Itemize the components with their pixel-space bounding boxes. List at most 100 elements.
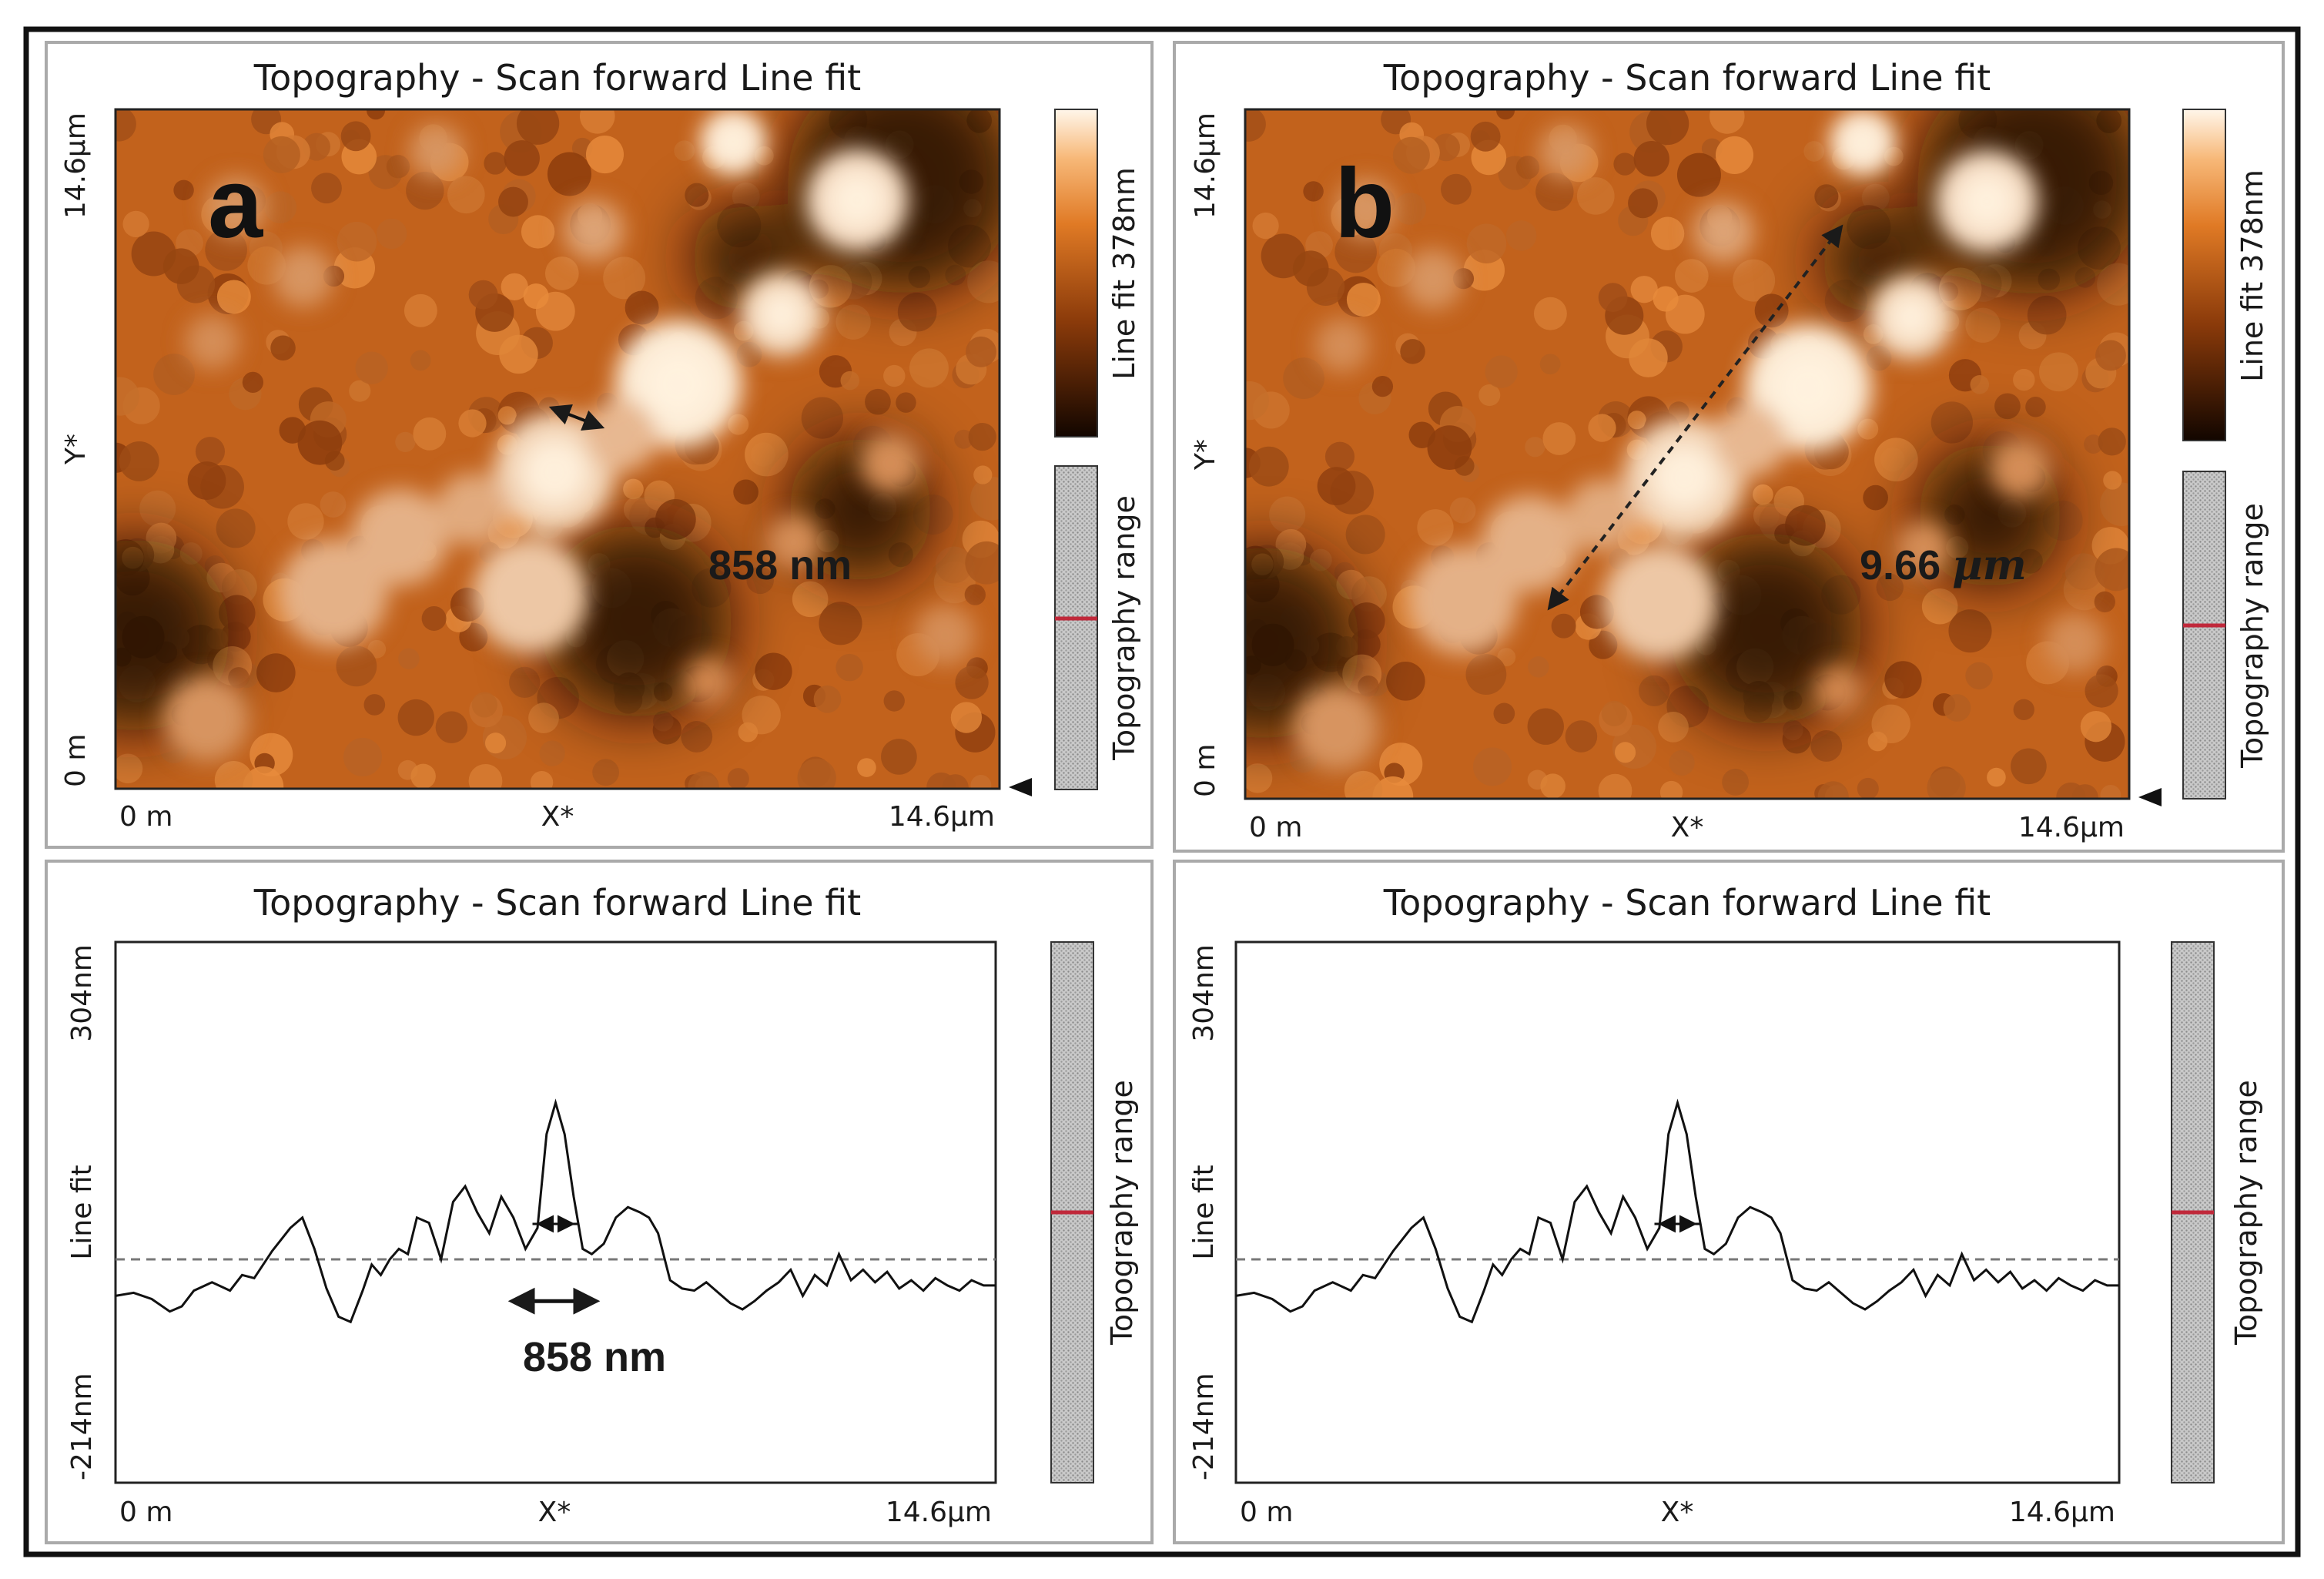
surface-texture-bump [2085, 674, 2118, 708]
surface-grain [279, 538, 388, 649]
surface-texture-bump [1245, 763, 1273, 793]
panel-c-x-mid: X* [538, 1497, 571, 1528]
surface-texture-bump [162, 248, 199, 284]
afm-a-highlights [521, 123, 886, 506]
surface-texture-bump [2084, 434, 2103, 454]
surface-texture-bump [2100, 784, 2121, 799]
surface-texture-bump [1427, 425, 1472, 470]
surface-texture-bump [195, 437, 226, 467]
surface-grain-highlight [1887, 293, 1935, 340]
surface-texture-bump [1283, 357, 1324, 400]
surface-texture-bump [406, 171, 444, 210]
surface-texture-bump [523, 283, 549, 309]
surface-texture-bump [813, 685, 842, 713]
panel-b-measure-arrow [1547, 224, 1843, 611]
surface-texture-bump [355, 351, 388, 384]
surface-grain [584, 398, 658, 472]
surface-texture-bump [1627, 411, 1646, 430]
surface-texture-bump [1441, 173, 1472, 205]
surface-texture-bump [1252, 212, 1279, 240]
surface-texture-bump [410, 763, 436, 789]
surface-texture-bump [1465, 654, 1507, 695]
surface-texture-bump [964, 584, 986, 605]
surface-texture-bump [797, 758, 836, 789]
surface-texture-bump [498, 186, 528, 217]
surface-grain [1335, 178, 1397, 240]
surface-texture-bump [1814, 184, 1839, 209]
surface-texture-bump [1628, 188, 1658, 219]
surface-texture-bump [652, 710, 674, 732]
plot-c-profile-line [115, 1098, 996, 1324]
panel-c-y-min: -214nm [66, 1373, 98, 1480]
surface-texture-bump [497, 406, 517, 425]
surface-texture-bump [116, 109, 136, 142]
surface-grain [1814, 665, 1864, 715]
surface-grain [914, 605, 976, 665]
surface-texture-bump [1392, 136, 1430, 174]
surface-texture-bump [336, 645, 377, 687]
surface-texture-bump [530, 771, 554, 789]
surface-grain [1481, 495, 1579, 592]
panel-a-range-label: Topography range [1107, 495, 1141, 761]
surface-grain [351, 488, 449, 586]
panel-a-y-min: 0 m [60, 734, 92, 787]
surface-texture-bump [1334, 230, 1377, 273]
panel-b-range-pointer [2138, 788, 2162, 806]
surface-texture-bump [1965, 662, 1993, 690]
panel-a-measurement: 858 nm [708, 542, 852, 588]
surface-grain-highlight [715, 123, 752, 161]
surface-texture-bump [397, 699, 434, 736]
surface-grain [685, 657, 734, 706]
panel-a-y-max: 14.6µm [60, 112, 92, 219]
panel-d: Topography - Scan forward Line fit 0 m X… [1188, 882, 2263, 1528]
surface-texture-bump [1540, 773, 1566, 799]
surface-texture-bump [1629, 338, 1668, 377]
panel-a-x-min: 0 m [119, 801, 172, 833]
surface-grain [1408, 545, 1518, 655]
surface-texture-bump [214, 761, 253, 789]
surface-grain-highlight [643, 349, 714, 419]
panel-c-y-mid: Line fit [66, 1165, 98, 1259]
surface-texture-bump [2094, 591, 2115, 613]
surface-texture-bump [287, 503, 324, 540]
surface-texture-bump [728, 414, 749, 435]
surface-texture-bump [468, 280, 498, 310]
surface-texture-bump [216, 508, 256, 548]
surface-texture-bump [367, 109, 386, 120]
surface-texture-bump [1505, 220, 1537, 251]
surface-texture-bump [1317, 467, 1356, 506]
panel-b-x-max: 14.6µm [2018, 812, 2125, 843]
surface-a-border [114, 108, 1001, 790]
surface-texture-bump [410, 350, 431, 371]
surface-texture-bump [1515, 156, 1540, 179]
panel-a-colorbar-label: Line fit 378nm [1107, 167, 1141, 380]
surface-texture-bump [1653, 286, 1679, 312]
surface-texture-bump [320, 491, 347, 518]
panel-d-y-max: 304nm [1188, 944, 1220, 1042]
surface-texture-bump [1533, 297, 1567, 330]
surface-texture-bump [547, 152, 591, 196]
surface-texture-bump [1351, 576, 1387, 612]
surface-texture-bump [484, 152, 507, 175]
surface-grain [163, 676, 249, 762]
surface-grain [766, 515, 822, 570]
surface-texture-bump [836, 653, 863, 682]
surface-texture-bump [883, 364, 906, 387]
surface-texture-bump [1867, 731, 1888, 752]
surface-grain [1990, 437, 2051, 499]
surface-texture-bump [881, 739, 917, 775]
surface-texture-bump [1674, 259, 1709, 293]
surface-grain [273, 246, 334, 307]
surface-texture-bump [499, 334, 538, 374]
surface-grain [1693, 202, 1754, 263]
surface-texture-bump [585, 136, 625, 174]
panel-a-range-pointer [1009, 778, 1032, 796]
surface-texture-bump [1394, 193, 1427, 226]
surface-texture-bump [1884, 661, 1922, 699]
surface-texture-bump [736, 341, 762, 367]
surface-texture-bump [2056, 782, 2086, 799]
surface-texture-bump [674, 140, 695, 162]
surface-grain [1714, 403, 1787, 477]
surface-texture-bump [1863, 484, 1888, 511]
surface-grain-highlight [1958, 173, 2015, 230]
